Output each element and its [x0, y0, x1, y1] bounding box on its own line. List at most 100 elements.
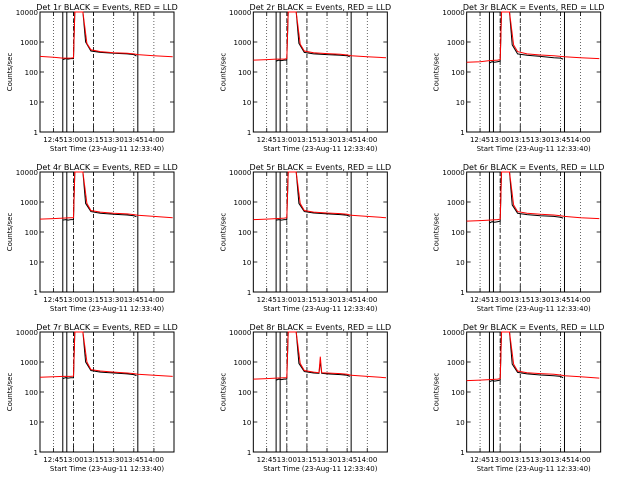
x-axis-label: Start Time (23-Aug-11 12:33:40)	[477, 305, 591, 313]
x-tick-label: 13:45	[124, 296, 144, 304]
detector-panel: Det 1r BLACK = Events, RED = LLD 1 10 100 10…	[6, 3, 178, 153]
lld-series-line	[253, 331, 387, 380]
x-tick-label: 13:30	[317, 136, 337, 144]
y-tick-label: 100	[238, 389, 251, 397]
y-axis-label: Counts/sec	[433, 53, 441, 92]
plot-title: Det 2r BLACK = Events, RED = LLD	[250, 3, 392, 12]
x-tick-label: 13:15	[297, 296, 317, 304]
x-tick-label: 13:00	[277, 136, 297, 144]
x-tick-label: 13:45	[550, 136, 570, 144]
x-tick-label: 13:30	[104, 296, 124, 304]
x-tick-label: 14:00	[144, 456, 164, 464]
lld-series-line	[466, 331, 600, 382]
detector-panel: Det 5r BLACK = Events, RED = LLD 1 10 100 10…	[219, 163, 391, 313]
x-tick-label: 13:30	[530, 456, 550, 464]
y-axis-label: Counts/sec	[219, 373, 227, 412]
x-axis-label: Start Time (23-Aug-11 12:33:40)	[263, 465, 377, 473]
y-tick-label: 10000	[442, 169, 464, 177]
plot-title: Det 3r BLACK = Events, RED = LLD	[463, 3, 605, 12]
lld-series-line	[466, 11, 600, 63]
y-axis-label: Counts/sec	[433, 213, 441, 252]
x-tick-label: 13:00	[277, 456, 297, 464]
x-tick-label: 13:00	[277, 296, 297, 304]
x-tick-label: 14:00	[570, 296, 590, 304]
y-tick-label: 1	[247, 289, 251, 297]
y-tick-label: 1000	[447, 359, 465, 367]
x-axis-label: Start Time (23-Aug-11 12:33:40)	[50, 465, 164, 473]
y-tick-label: 1000	[20, 39, 38, 47]
events-series-line	[489, 331, 564, 383]
y-tick-label: 1000	[447, 39, 465, 47]
x-tick-label: 13:30	[104, 136, 124, 144]
y-tick-label: 1000	[20, 359, 38, 367]
y-tick-label: 10	[29, 419, 38, 427]
x-tick-label: 13:30	[104, 456, 124, 464]
y-tick-label: 100	[238, 229, 251, 237]
events-series-line	[62, 11, 137, 61]
x-tick-label: 14:00	[570, 456, 590, 464]
x-axis-label: Start Time (23-Aug-11 12:33:40)	[477, 465, 591, 473]
x-tick-label: 13:45	[337, 296, 357, 304]
x-tick-label: 12:45	[470, 456, 490, 464]
y-tick-label: 1	[247, 449, 251, 457]
x-tick-label: 13:15	[84, 136, 104, 144]
y-tick-label: 1	[460, 129, 464, 137]
y-tick-label: 10	[456, 419, 465, 427]
events-series-line	[276, 171, 350, 221]
x-tick-label: 12:45	[470, 136, 490, 144]
x-tick-label: 13:00	[490, 456, 510, 464]
x-tick-label: 12:45	[257, 456, 277, 464]
y-tick-label: 10	[456, 99, 465, 107]
y-tick-label: 1	[34, 449, 38, 457]
y-tick-label: 100	[238, 69, 251, 77]
lld-series-line	[253, 171, 387, 221]
x-tick-label: 13:00	[490, 136, 510, 144]
x-tick-label: 13:15	[510, 456, 530, 464]
y-tick-label: 1000	[234, 199, 252, 207]
x-tick-label: 13:15	[84, 456, 104, 464]
x-tick-label: 14:00	[144, 296, 164, 304]
x-tick-label: 14:00	[357, 296, 377, 304]
events-series-line	[62, 331, 137, 380]
detector-panel: Det 7r BLACK = Events, RED = LLD 1 10 100 10…	[6, 323, 178, 473]
lld-series-line	[253, 11, 387, 61]
x-tick-label: 13:45	[550, 456, 570, 464]
y-tick-label: 1	[460, 289, 464, 297]
x-tick-label: 12:45	[257, 136, 277, 144]
plot-title: Det 7r BLACK = Events, RED = LLD	[36, 323, 178, 332]
y-axis-label: Counts/sec	[6, 53, 14, 92]
y-axis-label: Counts/sec	[219, 53, 227, 92]
y-tick-label: 100	[451, 229, 464, 237]
y-tick-label: 1	[247, 129, 251, 137]
x-tick-label: 12:45	[43, 456, 63, 464]
x-tick-label: 13:30	[317, 456, 337, 464]
x-tick-label: 12:45	[43, 296, 63, 304]
x-tick-label: 14:00	[144, 136, 164, 144]
y-tick-label: 1000	[234, 39, 252, 47]
detector-panel: Det 4r BLACK = Events, RED = LLD 1 10 100 10…	[6, 163, 178, 313]
lld-series-line	[39, 11, 173, 59]
x-tick-label: 13:30	[530, 136, 550, 144]
y-tick-label: 100	[451, 69, 464, 77]
y-tick-label: 10000	[229, 329, 251, 337]
y-tick-label: 100	[25, 389, 38, 397]
x-tick-label: 13:15	[297, 136, 317, 144]
x-tick-label: 13:00	[63, 456, 83, 464]
y-tick-label: 1000	[447, 199, 465, 207]
lld-series-line	[466, 171, 600, 222]
y-tick-label: 10000	[229, 9, 251, 17]
plot-title: Det 9r BLACK = Events, RED = LLD	[463, 323, 605, 332]
events-series-line	[62, 171, 137, 221]
y-tick-label: 1	[460, 449, 464, 457]
x-tick-label: 14:00	[357, 456, 377, 464]
events-series-line	[275, 11, 350, 62]
y-tick-label: 10	[242, 419, 251, 427]
x-tick-label: 13:30	[317, 296, 337, 304]
y-tick-label: 100	[25, 69, 38, 77]
y-tick-label: 10	[456, 259, 465, 267]
x-tick-label: 13:45	[124, 136, 144, 144]
y-tick-label: 10	[242, 99, 251, 107]
y-tick-label: 10	[29, 259, 38, 267]
y-tick-label: 10000	[16, 329, 38, 337]
